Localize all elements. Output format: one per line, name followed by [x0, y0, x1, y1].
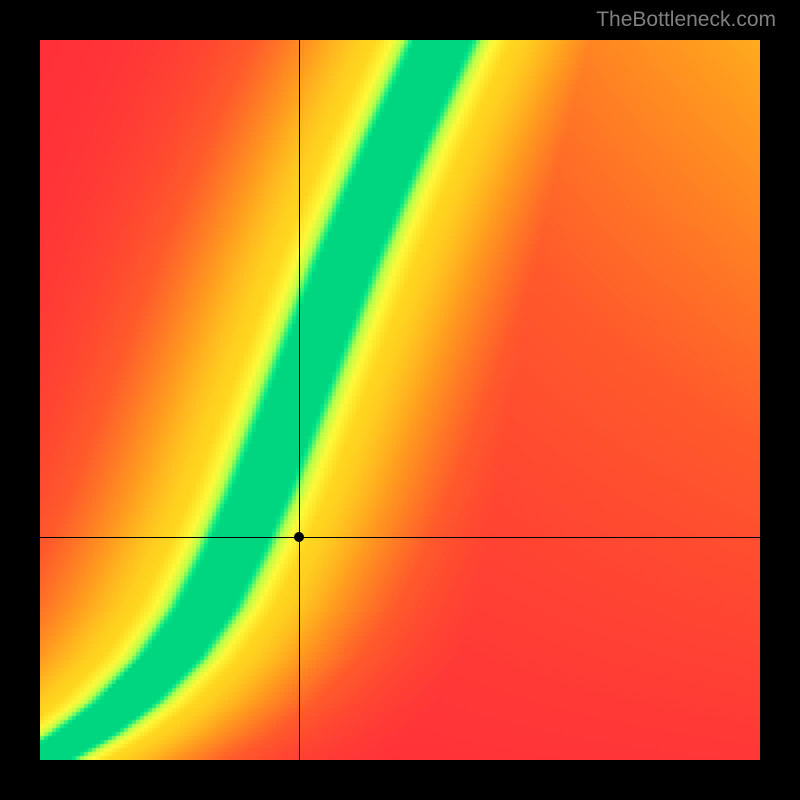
crosshair-vertical [299, 40, 300, 760]
crosshair-marker-dot [294, 532, 304, 542]
heatmap-canvas [40, 40, 760, 760]
crosshair-horizontal [40, 537, 760, 538]
watermark-text: TheBottleneck.com [596, 8, 776, 32]
heatmap-chart [40, 40, 760, 760]
